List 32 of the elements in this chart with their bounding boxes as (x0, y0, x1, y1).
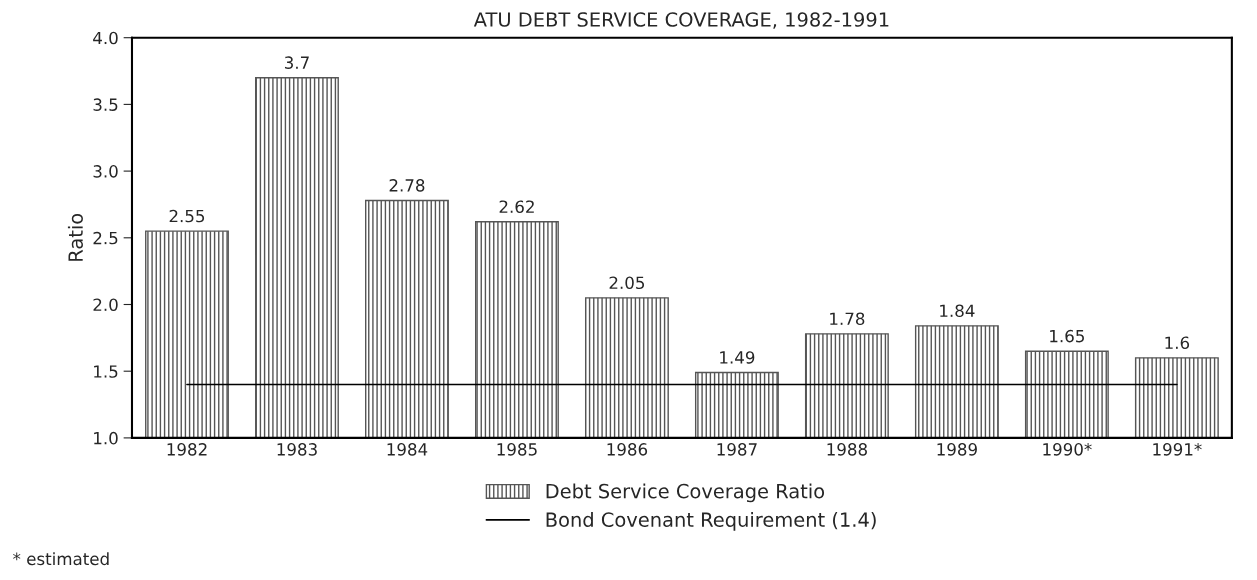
x-tick-label: 1985 (497, 443, 537, 456)
y-tick-label: 1.5 (94, 365, 118, 378)
y-axis-title: Ratio (67, 213, 83, 261)
data-label: 1.65 (1050, 329, 1084, 343)
data-label: 2.62 (499, 200, 534, 214)
data-label: 2.05 (609, 276, 645, 290)
data-label: 1.49 (720, 351, 755, 364)
x-tick-label: 1987 (717, 443, 757, 456)
data-label: 1.6 (1165, 336, 1190, 350)
y-tick-label: 3.5 (93, 98, 118, 111)
x-tick-label: 1982 (167, 443, 207, 456)
text: * estimated (13, 552, 109, 566)
data-label: 2.78 (389, 179, 425, 192)
x-tick-label: 1986 (607, 443, 648, 456)
legend-label: Debt Service Coverage Ratio (546, 483, 825, 503)
x-tick-label: 1990* (1043, 443, 1092, 456)
legend-label: Bond Covenant Requirement (1.4) (546, 511, 876, 531)
y-tick-label: 4.0 (93, 31, 118, 45)
x-tick-label: 1984 (387, 443, 428, 456)
y-tick-label: 1.0 (94, 431, 118, 445)
data-label: 1.84 (940, 304, 975, 318)
x-tick-label: 1989 (937, 443, 977, 456)
data-label: 2.55 (169, 209, 205, 223)
x-tick-label: 1988 (827, 443, 867, 456)
data-label: 1.78 (830, 312, 865, 326)
y-tick-label: 3.0 (93, 165, 118, 178)
chart-title: ATU DEBT SERVICE COVERAGE, 1982-1991 (473, 12, 889, 29)
data-label: 3.7 (284, 56, 309, 69)
x-tick-label: 1991* (1153, 443, 1202, 456)
y-tick-label: 2.0 (93, 298, 118, 312)
x-tick-label: 1983 (277, 443, 317, 456)
y-tick-label: 2.5 (93, 231, 118, 245)
